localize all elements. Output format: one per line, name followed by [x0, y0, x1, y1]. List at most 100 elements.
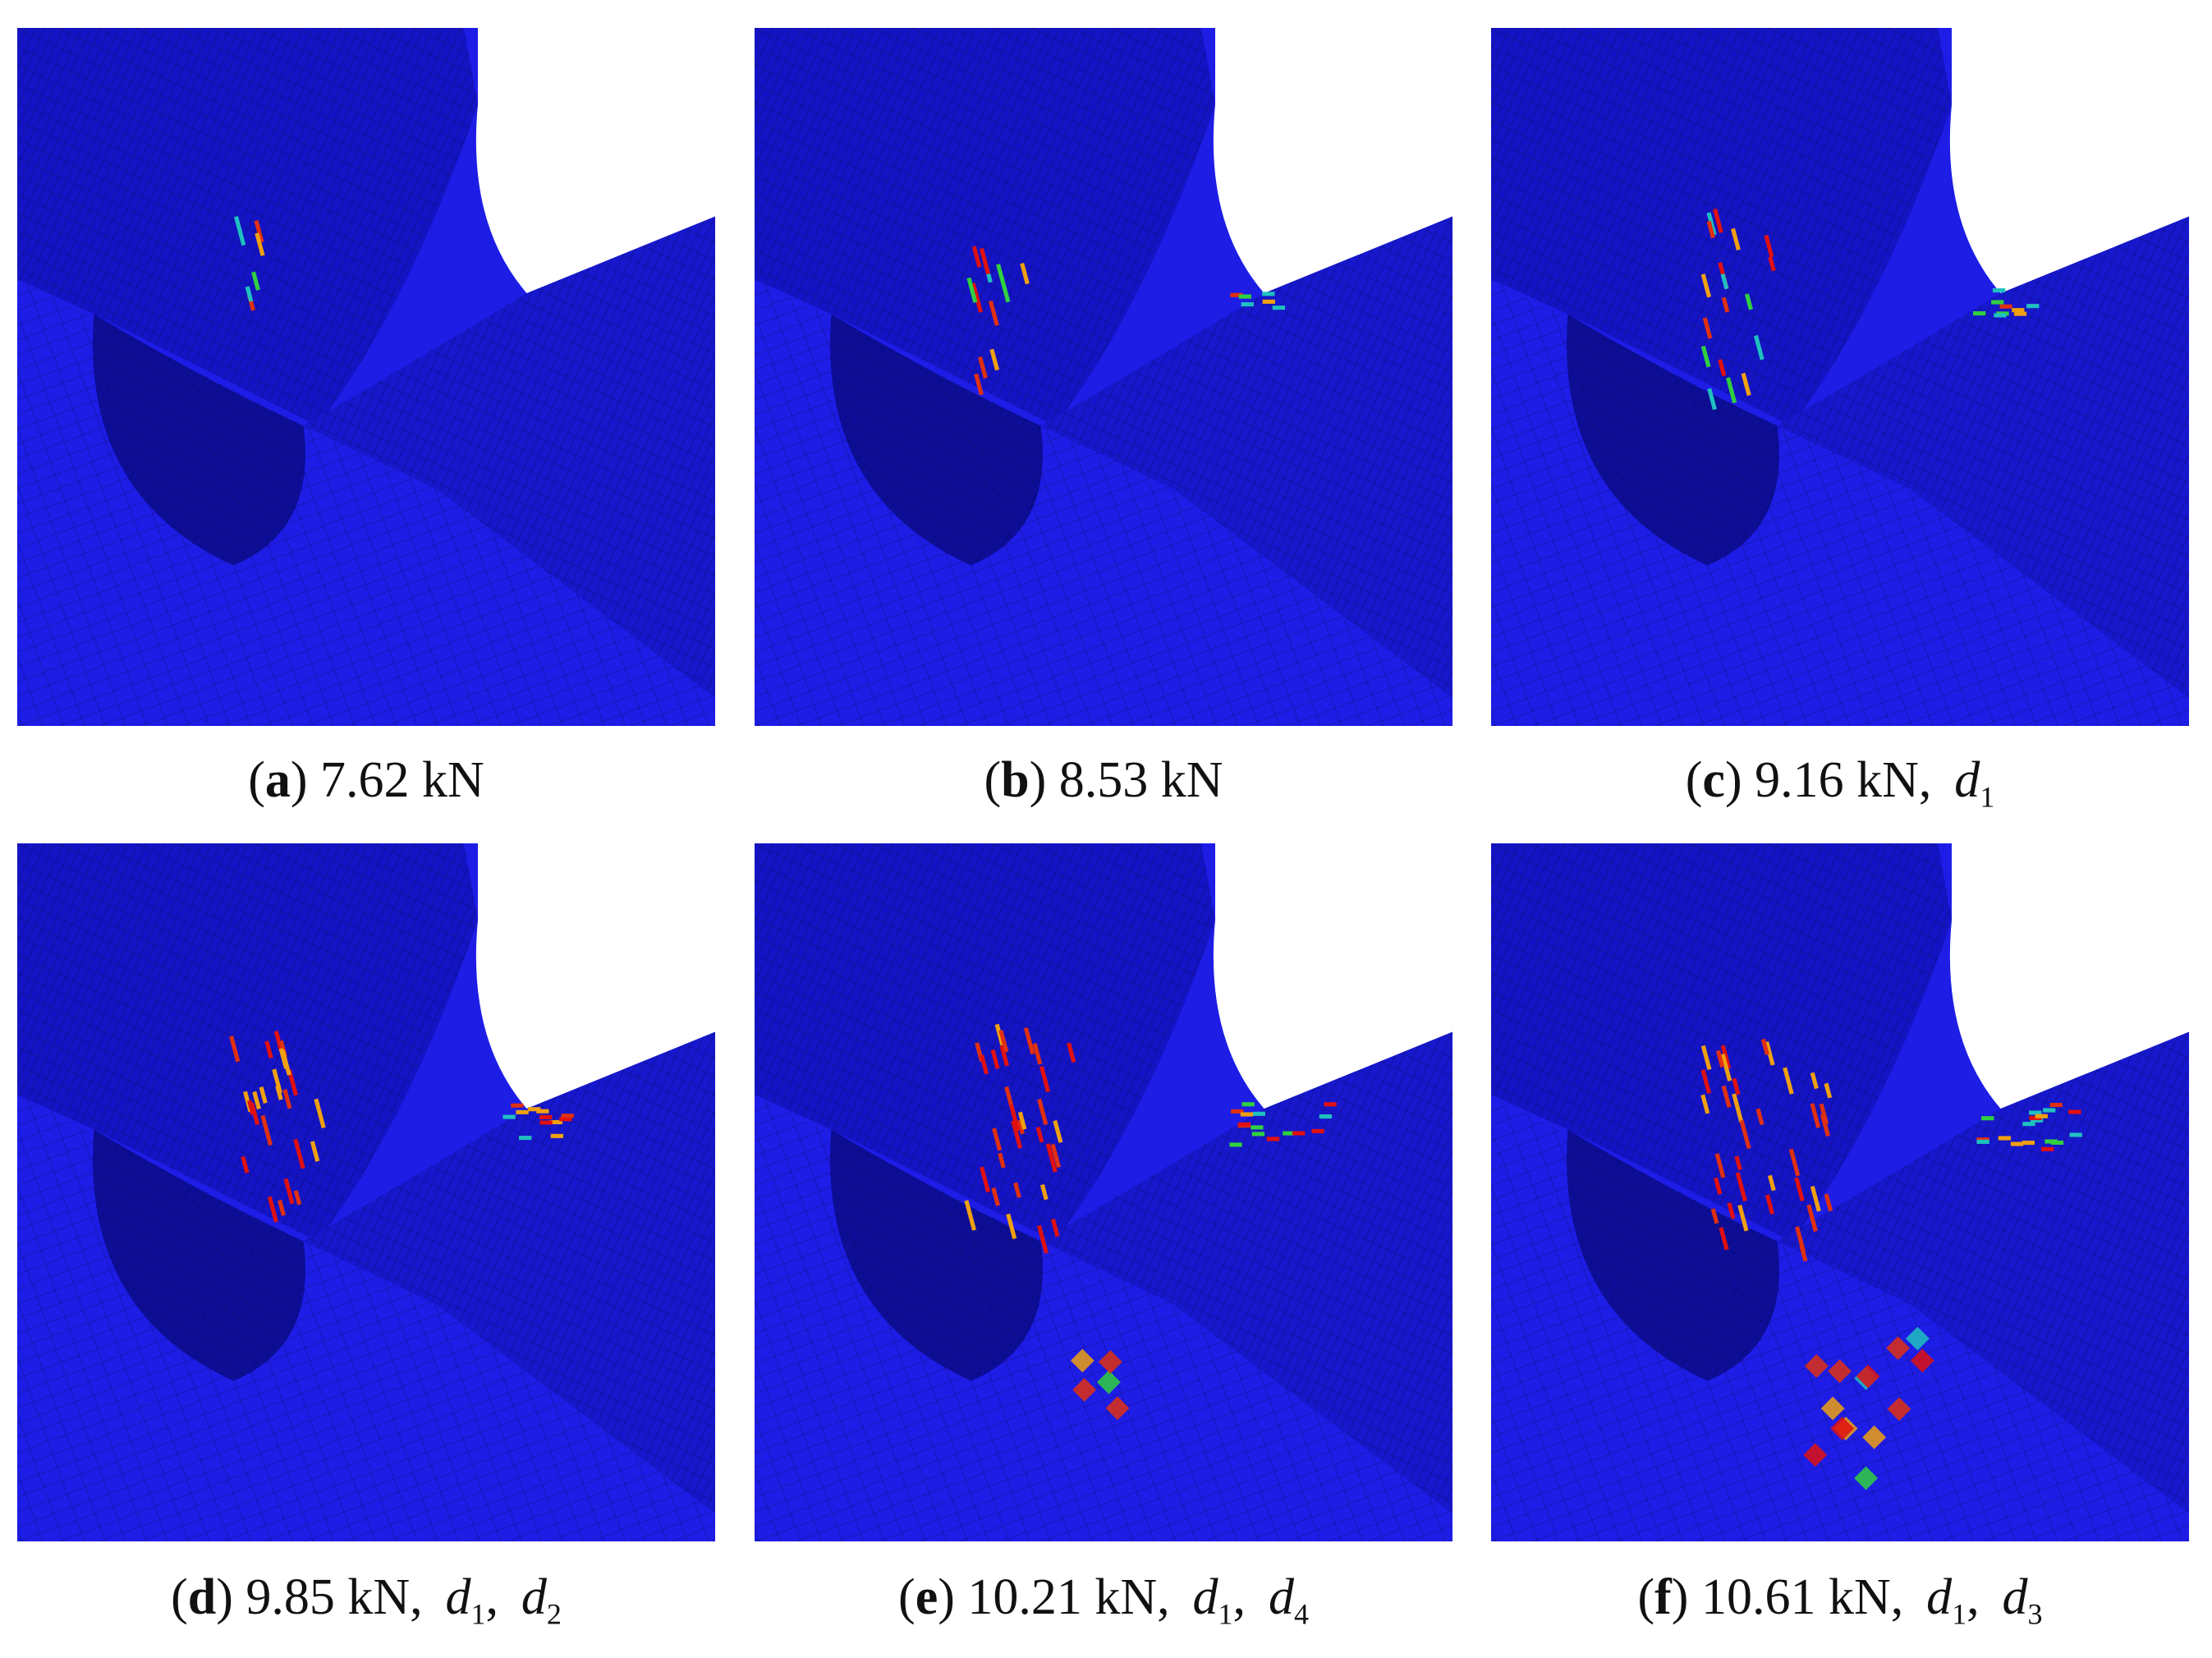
damage-element	[2035, 1114, 2048, 1118]
damage-element	[1011, 1120, 1023, 1149]
damage-element	[2041, 1146, 2054, 1151]
damage-element	[1070, 1348, 1095, 1373]
top-mesh	[755, 28, 1452, 698]
damage-element	[1700, 273, 1712, 298]
damage-element	[1764, 234, 1774, 258]
damage-element	[1053, 1120, 1063, 1143]
damage-element	[1710, 1208, 1719, 1224]
damage-element	[1739, 1119, 1751, 1150]
damage-element	[979, 247, 991, 275]
damage-element	[245, 286, 254, 302]
caption-run: d	[1926, 1569, 1953, 1625]
damage-element	[1067, 1042, 1076, 1063]
damage-element	[1806, 1204, 1818, 1233]
damage-element	[989, 348, 1000, 371]
damage-element	[1994, 313, 2007, 318]
caption-run: (	[898, 1569, 916, 1625]
damage-element	[1017, 1111, 1027, 1130]
damage-element	[998, 1152, 1006, 1169]
damage-element	[559, 1117, 572, 1122]
damage-element	[1720, 1045, 1732, 1069]
damage-element	[511, 1103, 524, 1108]
caption-run: 1	[1952, 1597, 1967, 1631]
damage-element	[278, 1199, 286, 1216]
damage-element	[1734, 1155, 1742, 1171]
damage-element	[516, 1109, 529, 1114]
caption-run: d	[1954, 752, 1980, 808]
damage-element	[974, 373, 984, 396]
damage-element	[2029, 1110, 2042, 1115]
damage-element	[1050, 1218, 1060, 1238]
damage-element	[2012, 308, 2025, 313]
damage-element	[1744, 293, 1753, 310]
damage-element	[1292, 1131, 1306, 1136]
caption: (f) 10.61 kN, d1, d3	[1491, 1568, 2189, 1632]
damage-element	[1702, 317, 1713, 339]
fea-render	[1491, 28, 2189, 726]
damage-element	[1036, 1224, 1049, 1254]
notch	[1949, 843, 2189, 1109]
damage-element	[2010, 1141, 2024, 1146]
notch	[1213, 843, 1452, 1109]
damage-element	[561, 1114, 574, 1118]
damage-element	[1765, 1194, 1775, 1215]
caption-run: 1	[1218, 1597, 1233, 1631]
damage-element	[1824, 1082, 1833, 1099]
caption-run: ) 8.53 kN	[1029, 752, 1223, 808]
damage-element	[1251, 1125, 1264, 1130]
caption-run: ) 10.21 kN,	[938, 1569, 1170, 1625]
cavity-mesh	[1567, 1129, 1779, 1381]
damage-element	[310, 1141, 320, 1162]
damage-element	[2069, 1132, 2082, 1137]
damage-element	[233, 216, 246, 246]
caption-run: 3	[2027, 1597, 2043, 1631]
cavity-mesh	[830, 1129, 1043, 1381]
damage-element	[536, 1109, 549, 1114]
damage-element	[991, 1187, 1001, 1206]
caption-run: d	[1268, 1569, 1294, 1625]
damage-element	[252, 1091, 261, 1110]
damage-element	[1810, 1103, 1821, 1128]
damage-element	[1753, 334, 1765, 361]
damage-element	[1035, 1126, 1044, 1143]
damage-element	[1707, 388, 1717, 411]
damage-element	[1755, 1108, 1765, 1126]
caption-run: ) 7.62 kN	[290, 752, 484, 808]
fea-render	[17, 843, 715, 1541]
caption-run: d	[187, 1569, 217, 1625]
damage-element	[1006, 1213, 1017, 1240]
damage-element	[1706, 212, 1717, 236]
caption-run: f	[1654, 1569, 1672, 1625]
damage-element	[1020, 262, 1030, 285]
damage-element	[1283, 1131, 1296, 1136]
damage-element	[1714, 1153, 1726, 1178]
damage-element	[1819, 1103, 1829, 1125]
damage-element	[1266, 1137, 1280, 1141]
damage-element	[980, 1166, 991, 1193]
damage-element	[293, 1190, 302, 1206]
damage-element	[1045, 1143, 1058, 1173]
damage-element	[1820, 1114, 1830, 1137]
damage-element	[272, 1068, 282, 1094]
notch	[1213, 28, 1452, 293]
damage-element	[1700, 345, 1711, 368]
damage-element	[1737, 1204, 1749, 1232]
damage-element	[1050, 1143, 1061, 1169]
caption-run: ,	[1232, 1569, 1246, 1625]
damage-element	[1992, 288, 2006, 293]
caption-run: d	[445, 1569, 471, 1625]
top-mesh	[1491, 28, 2189, 698]
damage-element	[1262, 292, 1275, 296]
damage-element	[1714, 1177, 1723, 1195]
caption-run: e	[915, 1569, 938, 1625]
fea-render	[1491, 843, 2189, 1541]
damage-element	[988, 300, 999, 326]
damage-element	[1741, 372, 1751, 397]
damage-element	[314, 1098, 326, 1129]
damage-element	[1240, 1112, 1254, 1117]
fea-render	[755, 843, 1452, 1541]
damage-element	[1251, 1132, 1265, 1137]
damage-element	[2026, 304, 2040, 309]
damage-element	[1732, 1077, 1741, 1095]
caption-run: ) 9.85 kN,	[216, 1569, 423, 1625]
